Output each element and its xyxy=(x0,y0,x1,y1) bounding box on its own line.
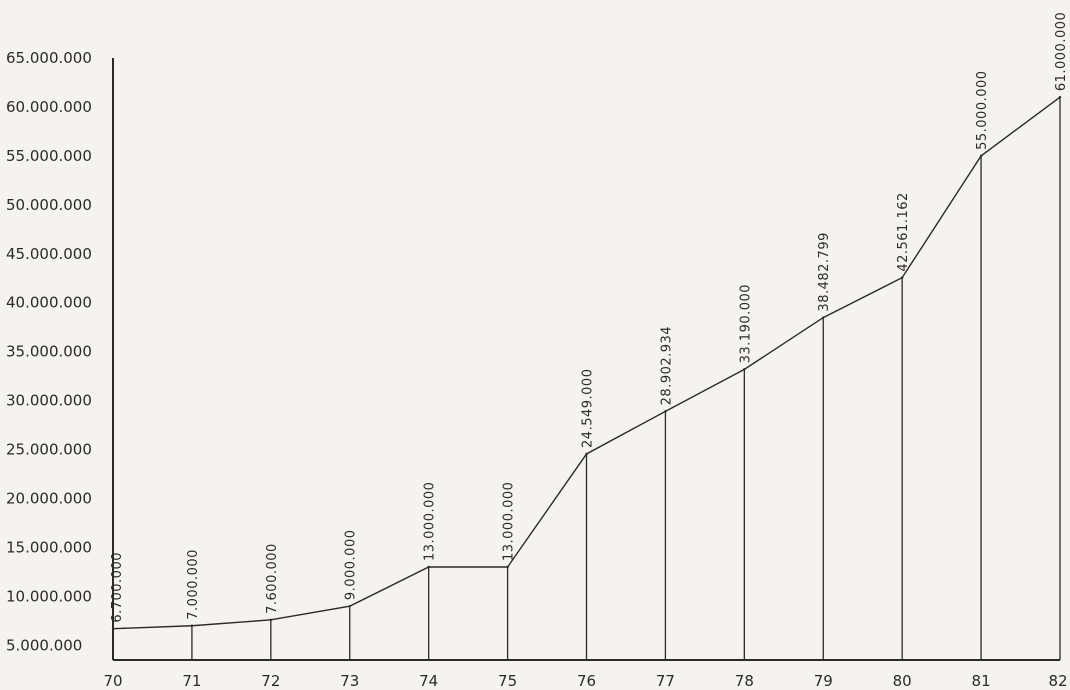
data-label: 6.700.000 xyxy=(110,552,125,623)
x-tick-label: 74 xyxy=(419,672,438,690)
y-tick-label: 65.000.000 xyxy=(6,49,92,67)
data-point xyxy=(743,368,746,371)
data-label: 24.549.000 xyxy=(581,369,596,448)
y-tick-label: 10.000.000 xyxy=(6,587,92,605)
y-tick-label: 60.000.000 xyxy=(6,98,92,116)
data-labels: 6.700.000 7.000.000 7.600.000 9.000.000 13.0… xyxy=(110,12,1069,623)
x-tick-label: 70 xyxy=(103,672,122,690)
x-tick-label: 71 xyxy=(182,672,201,690)
x-tick-label: 82 xyxy=(1048,672,1067,690)
data-label: 9.000.000 xyxy=(344,529,359,600)
y-tick-label: 25.000.000 xyxy=(6,441,92,459)
y-tick-label: 30.000.000 xyxy=(6,392,92,410)
y-axis: 5.000.000 10.000.000 15.000.000 20.000.000 2… xyxy=(6,49,114,660)
x-tick-label: 79 xyxy=(814,672,833,690)
data-label: 13.000.000 xyxy=(423,482,438,561)
data-point xyxy=(427,565,430,569)
data-point xyxy=(822,316,825,319)
x-tick-label: 81 xyxy=(972,672,991,690)
data-label: 61.000.000 xyxy=(1054,12,1069,91)
y-tick-label: 5.000.000 xyxy=(6,636,82,654)
data-point xyxy=(585,452,588,456)
data-label: 7.000.000 xyxy=(186,549,201,620)
data-label: 7.600.000 xyxy=(265,543,280,614)
x-tick-label: 72 xyxy=(261,672,280,690)
data-point xyxy=(664,410,667,413)
x-tick-label: 76 xyxy=(577,672,596,690)
x-tick-label: 78 xyxy=(735,672,754,690)
data-point xyxy=(900,276,904,279)
x-tick-label: 80 xyxy=(893,672,912,690)
y-tick-label: 55.000.000 xyxy=(6,147,92,165)
data-point xyxy=(348,604,351,608)
y-tick-label: 35.000.000 xyxy=(6,343,92,361)
series xyxy=(111,95,1062,630)
x-tick-label: 73 xyxy=(340,672,359,690)
data-label: 33.190.000 xyxy=(738,284,753,363)
data-point xyxy=(979,154,983,158)
drop-lines xyxy=(191,97,1061,660)
data-point xyxy=(111,627,115,630)
data-point xyxy=(269,618,273,622)
data-point xyxy=(506,565,509,569)
y-tick-label: 40.000.000 xyxy=(6,294,92,312)
data-label: 13.000.000 xyxy=(502,482,517,561)
y-tick-label: 15.000.000 xyxy=(6,538,92,556)
x-tick-label: 75 xyxy=(498,672,517,690)
y-tick-label: 20.000.000 xyxy=(6,489,92,507)
data-label: 55.000.000 xyxy=(975,70,990,149)
data-label: 28.902.934 xyxy=(659,326,674,405)
data-label: 42.561.162 xyxy=(896,192,911,271)
data-point xyxy=(190,624,194,627)
y-tick-label: 50.000.000 xyxy=(6,196,92,214)
x-axis: 70 71 72 73 74 75 76 77 78 79 80 81 82 xyxy=(103,659,1068,690)
data-point xyxy=(1058,95,1062,99)
y-tick-label: 45.000.000 xyxy=(6,245,92,263)
x-tick-label: 77 xyxy=(656,672,675,690)
data-label: 38.482.799 xyxy=(817,232,832,311)
